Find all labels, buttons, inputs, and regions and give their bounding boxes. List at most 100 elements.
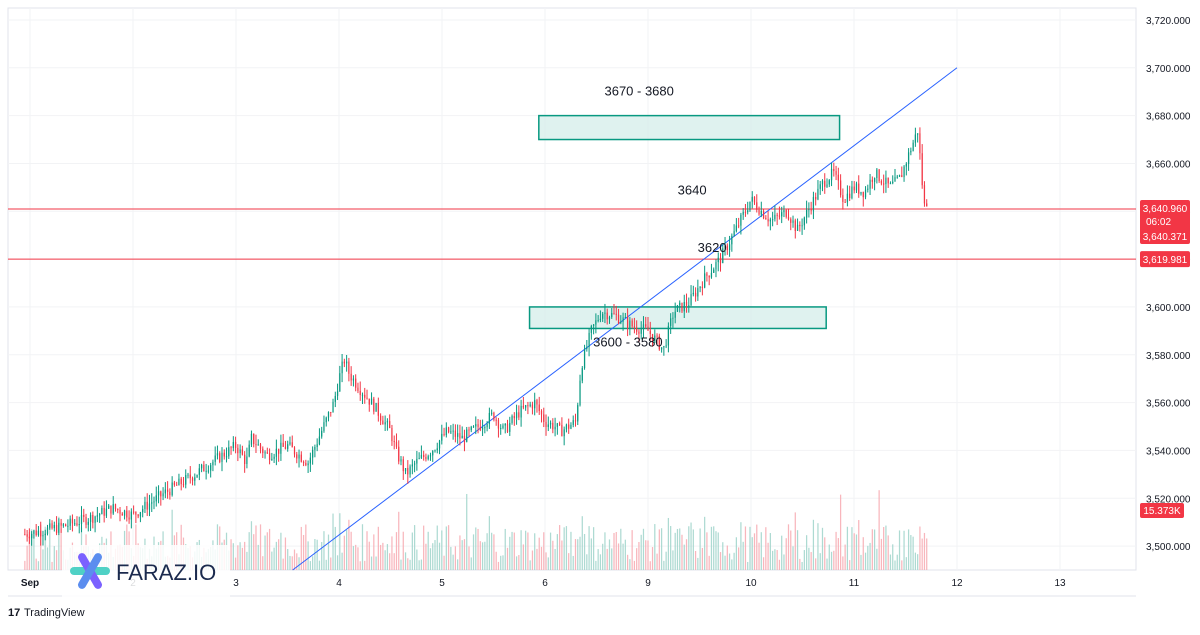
candle-body [228, 447, 230, 457]
volume-bar [667, 517, 670, 570]
volume-bar [926, 538, 928, 570]
x-tick-label: 10 [745, 578, 757, 589]
candle-body [445, 427, 447, 436]
volume-bar [280, 532, 282, 570]
volume-bar [271, 551, 273, 570]
candle-body [46, 527, 49, 534]
candle-body [495, 419, 497, 421]
volume-bar [264, 535, 266, 570]
volume-bar [762, 557, 765, 570]
candle-body [67, 525, 69, 527]
candle-body [602, 313, 604, 319]
volume-bar [477, 528, 479, 570]
volume-bar [626, 554, 629, 570]
candle-body [146, 501, 148, 510]
volume-bar [420, 559, 423, 570]
candle-body [298, 454, 300, 459]
volume-bar [60, 528, 62, 570]
volume-bar [481, 542, 484, 570]
candle-body [273, 456, 275, 459]
volume-bar [447, 525, 450, 570]
volume-bar [513, 532, 515, 570]
volume-bar [250, 521, 253, 570]
candle-body [679, 302, 681, 306]
candle-body [747, 210, 749, 213]
candle-body [572, 420, 574, 425]
volume-bar [391, 536, 393, 570]
volume-bar [475, 527, 477, 570]
y-tick-label: 3,500.000 [1146, 542, 1191, 553]
candle-body [244, 454, 246, 464]
candle-body [377, 403, 379, 416]
volume-bar [409, 559, 411, 570]
candle-body [352, 378, 355, 381]
candle-body [135, 511, 137, 515]
candle-body [636, 327, 638, 332]
candle-body [581, 368, 583, 381]
candle-body [210, 465, 212, 471]
candle-body [547, 424, 549, 427]
volume-bar [803, 550, 805, 570]
candle-body [545, 421, 547, 427]
candle-body [92, 514, 94, 523]
volume-bar [901, 560, 903, 570]
candle-body [162, 493, 164, 497]
volume-bar [706, 532, 708, 570]
candle-body [305, 462, 307, 466]
volume-bar [255, 525, 257, 570]
candle-body [692, 292, 694, 295]
candle-body [173, 482, 176, 485]
x-tick-label: 4 [336, 578, 342, 589]
candle-body [144, 501, 146, 509]
x-tick-label: 13 [1054, 578, 1066, 589]
candle-body [334, 395, 336, 402]
volume-bar [728, 553, 731, 570]
logo-text: FARAZ.IO [116, 560, 216, 585]
volume-bar [785, 538, 787, 570]
candle-body [55, 525, 58, 533]
volume-bar [715, 531, 717, 570]
candle-body [28, 536, 31, 539]
volume-bar [608, 539, 611, 570]
candle-body [568, 424, 570, 429]
candle-body [579, 380, 581, 406]
candle-body [710, 272, 713, 278]
candle-body [366, 397, 368, 399]
volume-bar [713, 526, 715, 570]
level-label: 3620 [698, 240, 727, 255]
candle-body [645, 324, 647, 327]
candle-body [53, 525, 55, 529]
volume-bar [849, 560, 851, 570]
volume-bar [674, 532, 676, 570]
volume-bar [903, 530, 905, 570]
volume-bar [694, 550, 697, 570]
candle-body [670, 318, 672, 326]
candle-body [248, 444, 250, 457]
candle-body [423, 454, 425, 458]
volume-bar [896, 554, 898, 570]
candle-body [60, 522, 62, 526]
candle-body [250, 433, 253, 445]
volume-bar [343, 535, 345, 570]
volume-bar [321, 542, 323, 570]
volume-bar [466, 493, 468, 570]
candle-body [500, 427, 502, 429]
candle-body [597, 320, 599, 322]
volume-bar [429, 548, 432, 570]
candle-body [219, 453, 221, 462]
candle-body [71, 518, 74, 524]
y-tick-label: 3,660.000 [1146, 159, 1191, 170]
candle-body [237, 447, 239, 454]
volume-bar [452, 554, 454, 570]
volume-bar [815, 558, 817, 570]
candle-body [137, 514, 139, 517]
candle-body [796, 224, 799, 231]
candle-body [110, 505, 112, 514]
candle-body [599, 318, 602, 321]
candle-body [756, 202, 758, 210]
candle-body [735, 225, 737, 232]
candle-body [83, 514, 85, 517]
candle-body [536, 400, 538, 405]
candle-body [214, 455, 216, 462]
